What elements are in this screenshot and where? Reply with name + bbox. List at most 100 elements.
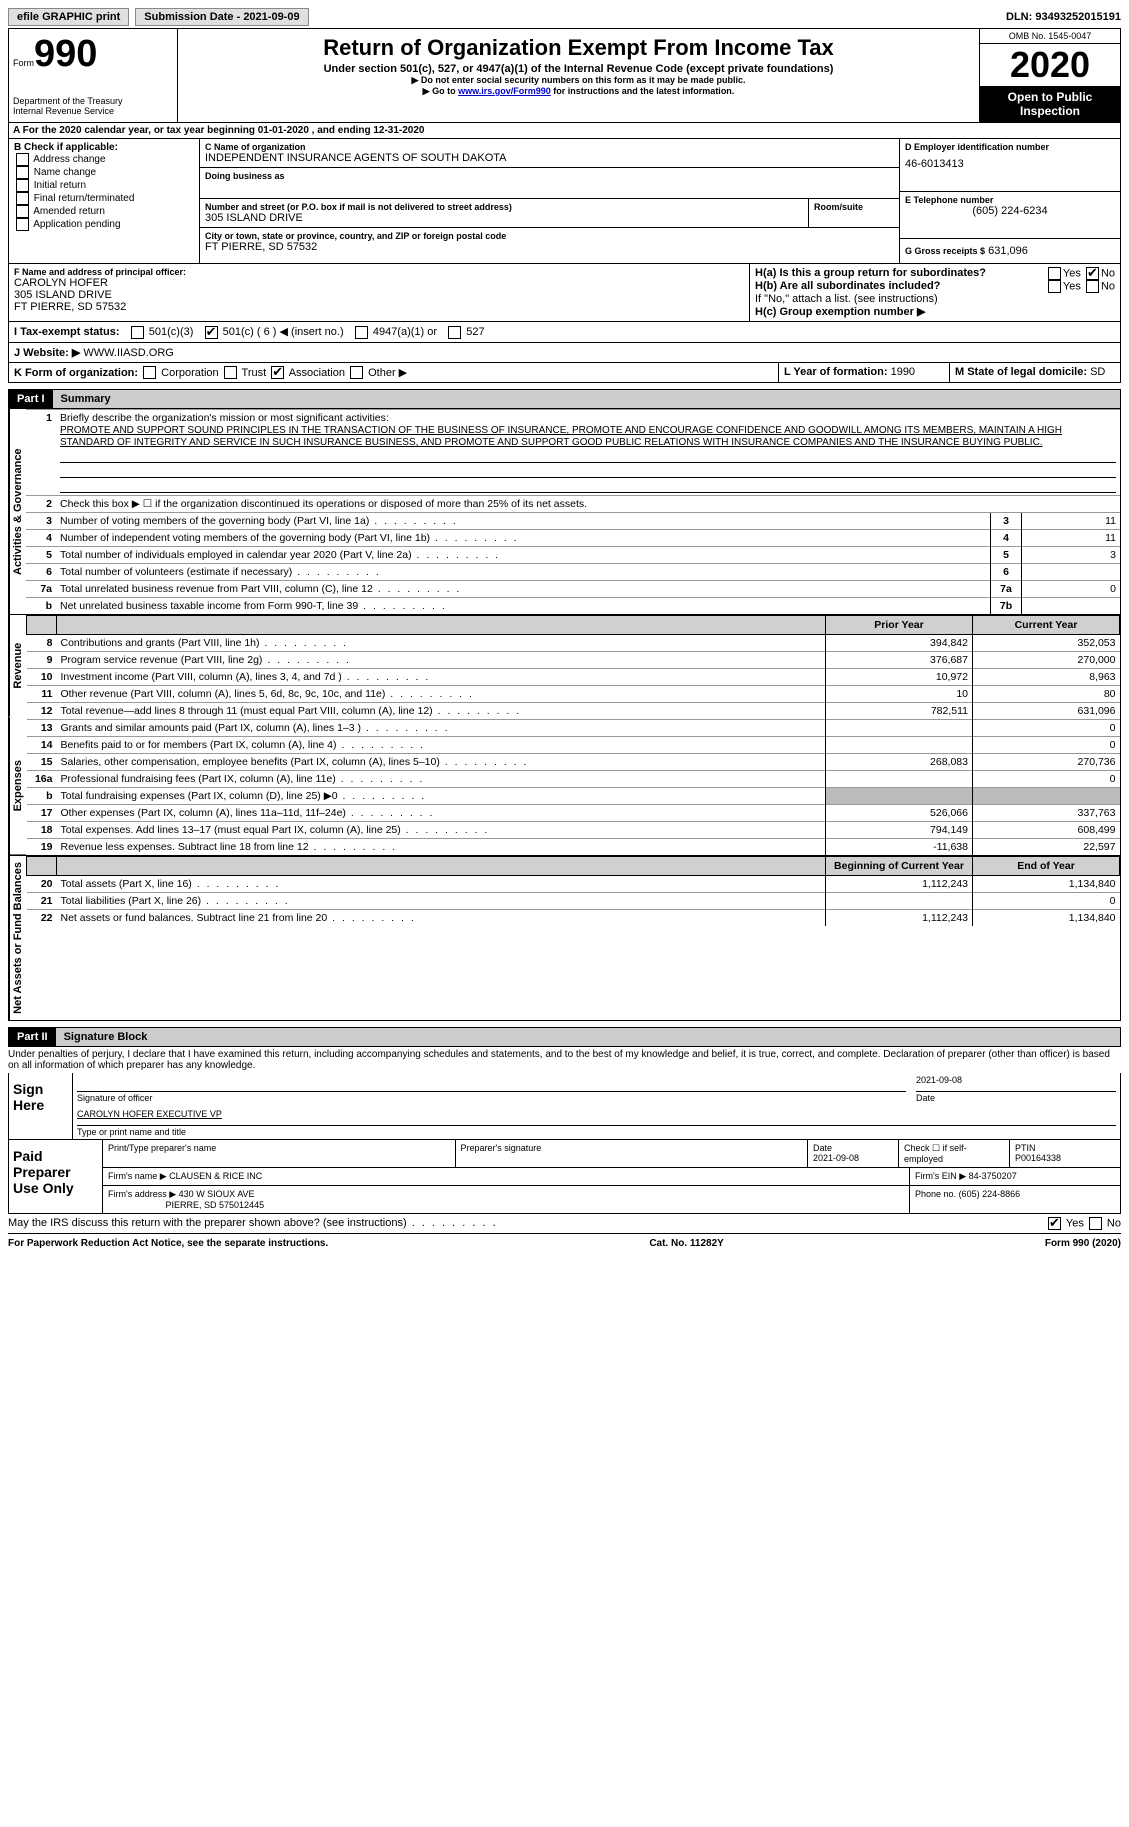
right-col: D Employer identification number 46-6013…: [900, 139, 1120, 263]
ptin: P00164338: [1015, 1153, 1061, 1163]
year-block: OMB No. 1545-0047 2020 Open to Public In…: [979, 29, 1120, 122]
check-assoc[interactable]: [271, 366, 284, 379]
firm-name: CLAUSEN & RICE INC: [169, 1171, 262, 1181]
hb-yes[interactable]: [1048, 280, 1061, 293]
perjury-text: Under penalties of perjury, I declare th…: [8, 1047, 1121, 1073]
gross-label: G Gross receipts $: [905, 246, 985, 256]
vlabel-expenses: Expenses: [9, 717, 26, 855]
officer-label: F Name and address of principal officer:: [14, 267, 744, 277]
box-m: M State of legal domicile: SD: [950, 363, 1120, 383]
line1-label: Briefly describe the organization's miss…: [60, 412, 389, 424]
fin-row: 15Salaries, other compensation, employee…: [27, 754, 1120, 771]
name-title-label: Type or print name and title: [77, 1127, 186, 1137]
ha-yes[interactable]: [1048, 267, 1061, 280]
sig-officer-label: Signature of officer: [77, 1093, 152, 1103]
form-title: Return of Organization Exempt From Incom…: [182, 35, 975, 61]
officer-signature[interactable]: [77, 1075, 906, 1092]
officer-name: CAROLYN HOFER: [14, 277, 744, 289]
vlabel-net: Net Assets or Fund Balances: [9, 856, 26, 1020]
check-501c3[interactable]: [131, 326, 144, 339]
box-h: H(a) Is this a group return for subordin…: [750, 264, 1120, 321]
discuss-no[interactable]: [1089, 1217, 1102, 1230]
fin-row: 16aProfessional fundraising fees (Part I…: [27, 771, 1120, 788]
discuss-yes[interactable]: [1048, 1217, 1061, 1230]
check-501c[interactable]: [205, 326, 218, 339]
box-k: K Form of organization: Corporation Trus…: [9, 363, 779, 383]
fin-row: 10Investment income (Part VIII, column (…: [27, 669, 1120, 686]
line7b-label: Net unrelated business taxable income fr…: [60, 600, 358, 612]
ha-no[interactable]: [1086, 267, 1099, 280]
net-row: 22Net assets or fund balances. Subtract …: [27, 910, 1120, 927]
check-other-org[interactable]: [350, 366, 363, 379]
check-amended[interactable]: [16, 205, 29, 218]
check-address-change[interactable]: [16, 153, 29, 166]
ein-label: D Employer identification number: [905, 142, 1115, 152]
prior-year-hdr: Prior Year: [826, 616, 973, 635]
check-trust[interactable]: [224, 366, 237, 379]
prep-date-label: Date: [813, 1143, 832, 1153]
current-year-hdr: Current Year: [973, 616, 1120, 635]
ptin-label: PTIN: [1015, 1143, 1036, 1153]
fin-row: 9Program service revenue (Part VIII, lin…: [27, 652, 1120, 669]
fin-row: 11Other revenue (Part VIII, column (A), …: [27, 686, 1120, 703]
net-row: 21Total liabilities (Part X, line 26)0: [27, 893, 1120, 910]
line6-label: Total number of volunteers (estimate if …: [60, 566, 292, 578]
website-label: J Website: ▶: [14, 347, 80, 359]
city: FT PIERRE, SD 57532: [205, 241, 894, 253]
street-label: Number and street (or P.O. box if mail i…: [205, 202, 803, 212]
fin-row: 13Grants and similar amounts paid (Part …: [27, 720, 1120, 737]
irs-link[interactable]: www.irs.gov/Form990: [458, 86, 551, 96]
check-527[interactable]: [448, 326, 461, 339]
prep-sig-label: Preparer's signature: [461, 1143, 542, 1153]
paid-preparer-label: Paid Preparer Use Only: [9, 1140, 102, 1213]
footer-mid: Cat. No. 11282Y: [649, 1238, 723, 1249]
form-subtitle: Under section 501(c), 527, or 4947(a)(1)…: [182, 63, 975, 75]
hb-no[interactable]: [1086, 280, 1099, 293]
firm-ein: 84-3750207: [969, 1171, 1017, 1181]
note-ssn: Do not enter social security numbers on …: [182, 75, 975, 86]
org-name-label: C Name of organization: [205, 142, 894, 152]
efile-print-button[interactable]: efile GRAPHIC print: [8, 8, 129, 26]
footer-right: Form 990 (2020): [1045, 1238, 1121, 1249]
box-i: I Tax-exempt status: 501(c)(3) 501(c) ( …: [9, 322, 1120, 342]
501c-no: 6: [264, 326, 270, 338]
check-initial-return[interactable]: [16, 179, 29, 192]
box-l: L Year of formation: 1990: [779, 363, 950, 383]
fin-row: 18Total expenses. Add lines 13–17 (must …: [27, 822, 1120, 839]
mission-text: PROMOTE AND SUPPORT SOUND PRINCIPLES IN …: [60, 425, 1062, 448]
year-formation-label: L Year of formation:: [784, 366, 888, 378]
line6-val: [1022, 564, 1121, 581]
line7a-label: Total unrelated business revenue from Pa…: [60, 583, 373, 595]
vlabel-governance: Activities & Governance: [9, 409, 26, 614]
fin-row: 19Revenue less expenses. Subtract line 1…: [27, 839, 1120, 856]
form-label: Form: [13, 58, 34, 68]
footer-left: For Paperwork Reduction Act Notice, see …: [8, 1238, 328, 1249]
discuss-label: May the IRS discuss this return with the…: [8, 1217, 407, 1229]
line3-label: Number of voting members of the governin…: [60, 515, 369, 527]
title-block: Return of Organization Exempt From Incom…: [178, 29, 979, 122]
form-id-block: Form990 Department of the Treasury Inter…: [9, 29, 178, 122]
phone: (605) 224-6234: [905, 205, 1115, 217]
check-final-return[interactable]: [16, 192, 29, 205]
gross-value: 631,096: [988, 245, 1028, 257]
h-note: If "No," attach a list. (see instruction…: [755, 293, 1115, 305]
omb-no: OMB No. 1545-0047: [980, 29, 1120, 44]
check-app-pending[interactable]: [16, 218, 29, 231]
box-f: F Name and address of principal officer:…: [9, 264, 750, 321]
prep-name-label: Print/Type preparer's name: [108, 1143, 216, 1153]
check-name-change[interactable]: [16, 166, 29, 179]
ha-label: H(a) Is this a group return for subordin…: [755, 267, 986, 279]
domicile: SD: [1090, 366, 1105, 378]
domicile-label: M State of legal domicile:: [955, 366, 1087, 378]
firm-addr-label: Firm's address ▶: [108, 1189, 176, 1199]
officer-street: 305 ISLAND DRIVE: [14, 289, 744, 301]
line5-label: Total number of individuals employed in …: [60, 549, 412, 561]
sign-here-label: Sign Here: [9, 1073, 72, 1139]
tax-year: 2020: [980, 44, 1120, 86]
phone-label: E Telephone number: [905, 195, 1115, 205]
check-4947[interactable]: [355, 326, 368, 339]
dln: DLN: 93493252015191: [1006, 11, 1121, 23]
check-corp[interactable]: [143, 366, 156, 379]
form-org-label: K Form of organization:: [14, 367, 138, 379]
part1-header: Part I: [9, 390, 53, 408]
